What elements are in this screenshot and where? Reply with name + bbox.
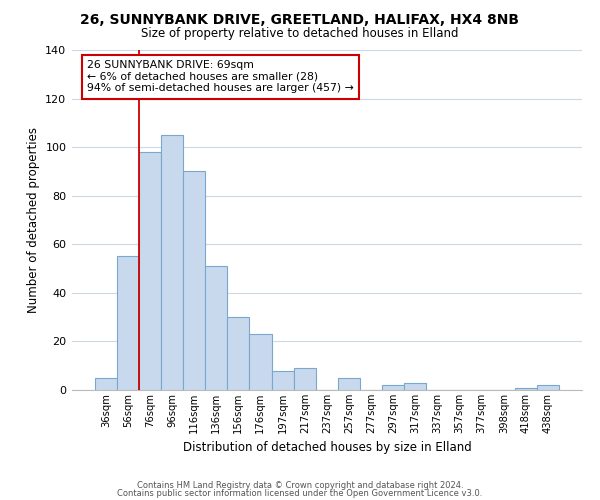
Text: 26 SUNNYBANK DRIVE: 69sqm
← 6% of detached houses are smaller (28)
94% of semi-d: 26 SUNNYBANK DRIVE: 69sqm ← 6% of detach… <box>88 60 354 94</box>
Bar <box>515 388 537 390</box>
Bar <box>161 135 183 390</box>
Bar <box>227 317 249 390</box>
Bar <box>404 382 426 390</box>
Bar <box>205 266 227 390</box>
Text: Contains public sector information licensed under the Open Government Licence v3: Contains public sector information licen… <box>118 489 482 498</box>
Bar <box>117 256 139 390</box>
Text: Contains HM Land Registry data © Crown copyright and database right 2024.: Contains HM Land Registry data © Crown c… <box>137 481 463 490</box>
Bar <box>249 334 272 390</box>
Bar <box>95 378 117 390</box>
Bar <box>537 385 559 390</box>
X-axis label: Distribution of detached houses by size in Elland: Distribution of detached houses by size … <box>182 442 472 454</box>
Text: Size of property relative to detached houses in Elland: Size of property relative to detached ho… <box>141 28 459 40</box>
Bar <box>139 152 161 390</box>
Bar <box>294 368 316 390</box>
Bar <box>272 370 294 390</box>
Bar <box>338 378 360 390</box>
Text: 26, SUNNYBANK DRIVE, GREETLAND, HALIFAX, HX4 8NB: 26, SUNNYBANK DRIVE, GREETLAND, HALIFAX,… <box>80 12 520 26</box>
Bar <box>382 385 404 390</box>
Bar <box>183 172 205 390</box>
Y-axis label: Number of detached properties: Number of detached properties <box>27 127 40 313</box>
